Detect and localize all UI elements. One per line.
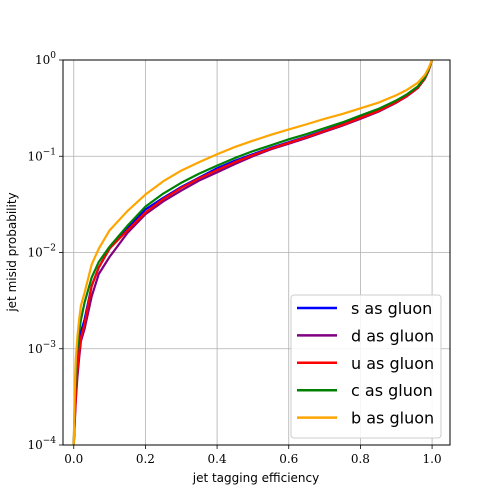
x-tick-label: 1.0 [423, 452, 442, 466]
y-tick-base: 10 [27, 342, 42, 356]
legend: s as gluon d as gluon u as gluon c as gluon… [290, 294, 442, 439]
y-tick-base: 10 [27, 246, 42, 260]
y-tick-base: 10 [27, 149, 42, 163]
x-tick-label: 0.0 [64, 452, 83, 466]
legend-box [290, 294, 442, 439]
y-tick-label: 100 [35, 51, 56, 67]
y-tick-exponent: −1 [43, 147, 56, 157]
x-tick-label: 0.8 [351, 452, 370, 466]
legend-label-3: c as gluon [351, 381, 433, 400]
y-tick-label: 10−4 [27, 436, 56, 452]
y-tick-exponent: −4 [43, 436, 57, 446]
plot-area [72, 60, 434, 445]
legend-label-0: s as gluon [351, 299, 432, 318]
y-tick-base: 10 [27, 438, 42, 452]
series-line-2 [72, 60, 434, 445]
x-axis-label: jet tagging efficiency [192, 471, 320, 485]
y-tick-base: 10 [35, 53, 50, 67]
y-tick-label: 10−1 [27, 147, 56, 163]
x-tick-label: 0.2 [136, 452, 155, 466]
y-tick-exponent: −2 [43, 244, 56, 254]
x-axis-ticks: 0.0 0.2 0.4 0.6 0.8 1.0 [64, 445, 442, 466]
legend-label-1: d as gluon [351, 326, 434, 345]
y-tick-label: 10−2 [27, 244, 56, 260]
series-line-3 [72, 60, 434, 445]
y-tick-label: 10−3 [27, 340, 56, 356]
x-tick-label: 0.6 [279, 452, 298, 466]
y-axis-label: jet misid probability [5, 192, 19, 312]
series-line-4 [72, 60, 434, 445]
y-tick-exponent: −3 [43, 340, 57, 350]
legend-label-2: u as gluon [351, 354, 434, 373]
legend-label-4: b as gluon [351, 409, 434, 428]
x-tick-label: 0.4 [208, 452, 227, 466]
y-tick-exponent: 0 [50, 51, 56, 61]
